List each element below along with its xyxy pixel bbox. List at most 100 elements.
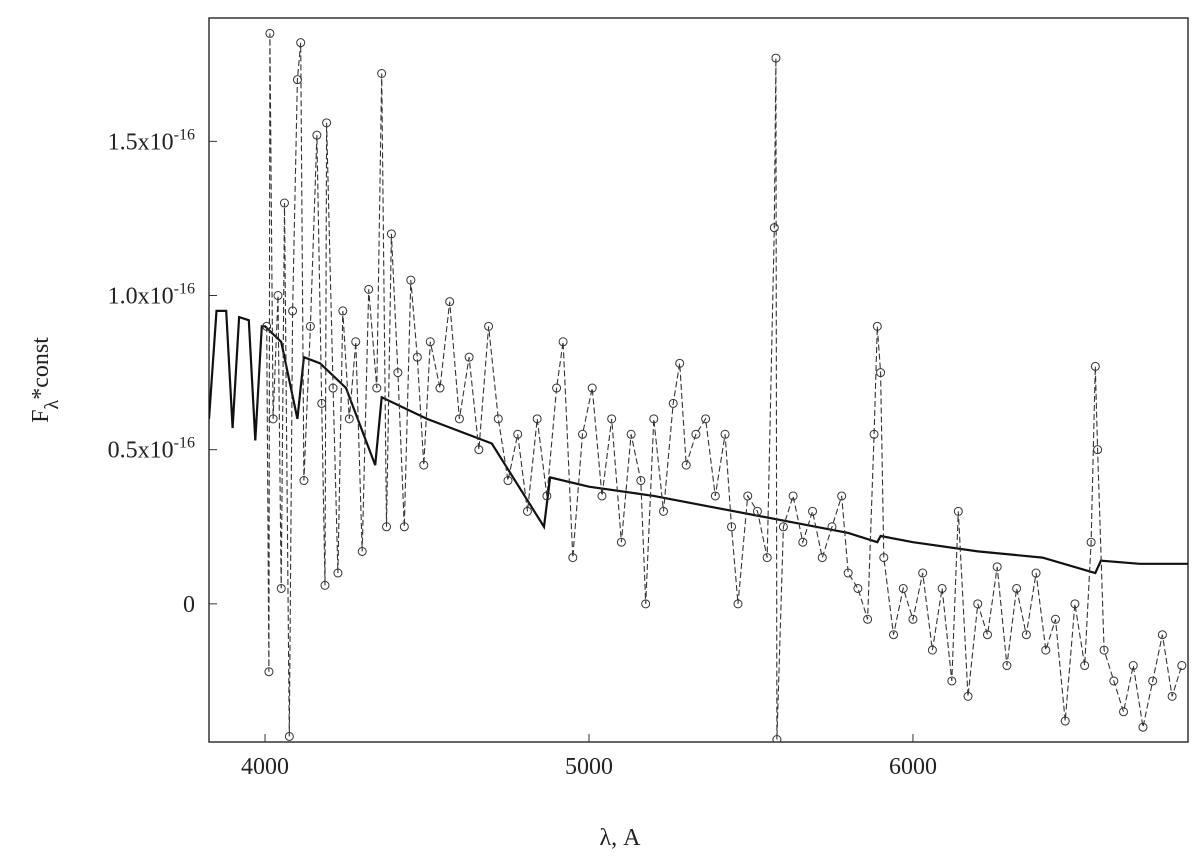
y-tick-label: 1.5x10-16: [108, 126, 195, 155]
spectrum-point: [522, 506, 532, 516]
spectrum-point: [1157, 630, 1167, 640]
spectrum-point: [542, 491, 552, 501]
spectrum-point: [769, 223, 779, 233]
spectrum-point: [992, 562, 1002, 572]
spectrum-point: [817, 553, 827, 563]
spectrum-point: [626, 429, 636, 439]
spectrum-point: [393, 368, 403, 378]
spectrum-point: [435, 383, 445, 393]
spectrum-point: [1031, 568, 1041, 578]
spectrum-point: [558, 337, 568, 347]
spectrum-point: [771, 53, 781, 63]
y-tick-base: 0.5x10: [108, 438, 174, 464]
spectrum-point: [1128, 661, 1138, 671]
y-tick-exponent: -16: [174, 281, 195, 298]
spectrum-point: [552, 383, 562, 393]
spectrum-point: [425, 337, 435, 347]
spectrum-point: [720, 429, 730, 439]
spectrum-point: [503, 476, 513, 486]
plot-frame: [208, 17, 1189, 743]
spectrum-point: [636, 476, 646, 486]
spectrum-point: [1002, 661, 1012, 671]
spectrum-point: [1060, 716, 1070, 726]
y-label-sub: λ: [41, 400, 63, 410]
spectrum-point: [869, 429, 879, 439]
spectrum-point: [1119, 707, 1129, 717]
spectrum-point: [837, 491, 847, 501]
spectrum-point: [681, 460, 691, 470]
spectrum-point: [675, 358, 685, 368]
spectrum-point: [616, 537, 626, 547]
spectrum-point: [1109, 676, 1119, 686]
spectrum-point: [727, 522, 737, 532]
spectrum-point: [568, 553, 578, 563]
spectrum-point: [312, 130, 322, 140]
spectrum-point: [328, 383, 338, 393]
spectrum-point: [876, 368, 886, 378]
spectrum-point: [532, 414, 542, 424]
spectrum-point: [406, 275, 416, 285]
spectrum-point: [607, 414, 617, 424]
y-tick-label: 0: [183, 592, 195, 618]
x-tick-label: 6000: [889, 754, 937, 780]
spectrum-point: [898, 583, 908, 593]
spectrum-point: [299, 476, 309, 486]
spectrum-point: [445, 297, 455, 307]
spectrum-point: [1148, 676, 1158, 686]
spectrum-point: [276, 583, 286, 593]
spectrum-point: [279, 198, 289, 208]
spectrum-point: [778, 522, 788, 532]
spectrum-point: [322, 118, 332, 128]
spectrum-point: [474, 445, 484, 455]
spectrum-point: [419, 460, 429, 470]
spectrum-point: [317, 398, 327, 408]
spectrum-point: [320, 580, 330, 590]
spectrum-point: [1041, 645, 1051, 655]
y-tick-base: 1.0x10: [108, 284, 174, 310]
y-axis-label: Fλ*const: [28, 337, 63, 423]
spectrum-point: [454, 414, 464, 424]
spectrum-point: [947, 676, 957, 686]
y-tick-label: 1.0x10-16: [108, 281, 195, 310]
spectrum-point: [484, 321, 494, 331]
spectrum-point: [412, 352, 422, 362]
spectrum-point: [927, 645, 937, 655]
spectrum-point: [1167, 691, 1177, 701]
spectrum-point: [268, 414, 278, 424]
spectrum-point: [493, 414, 503, 424]
spectrum-point: [1080, 661, 1090, 671]
spectrum-line: [266, 33, 1183, 740]
spectrum-point: [1099, 645, 1109, 655]
spectrum-point: [1021, 630, 1031, 640]
spectrum-point: [264, 667, 274, 677]
y-tick-label: 0.5x10-16: [108, 435, 195, 464]
spectrum-point: [843, 568, 853, 578]
y-label-rest: *const: [28, 337, 54, 400]
spectrum-point: [668, 398, 678, 408]
spectrum-point: [1086, 537, 1096, 547]
spectrum-point: [641, 599, 651, 609]
spectrum-point: [344, 414, 354, 424]
spectrum-point: [377, 69, 387, 79]
spectrum-point: [827, 522, 837, 532]
spectrum-point: [372, 383, 382, 393]
y-tick-exponent: -16: [174, 126, 195, 143]
spectrum-point: [288, 306, 298, 316]
spectrum-point: [578, 429, 588, 439]
spectrum-point: [333, 568, 343, 578]
spectrum-point: [808, 506, 818, 516]
x-tick-label: 4000: [241, 754, 289, 780]
spectrum-point: [659, 506, 669, 516]
spectrum-point: [296, 38, 306, 48]
spectrum-point: [1093, 445, 1103, 455]
y-tick-exponent: -16: [174, 435, 195, 452]
spectrum-point: [382, 522, 392, 532]
spectrum-point: [853, 583, 863, 593]
spectrum-point: [953, 506, 963, 516]
spectrum-point: [357, 546, 367, 556]
spectrum-point: [1138, 722, 1148, 732]
spectrum-point: [889, 630, 899, 640]
spectrum-point: [1070, 599, 1080, 609]
spectrum-point: [513, 429, 523, 439]
